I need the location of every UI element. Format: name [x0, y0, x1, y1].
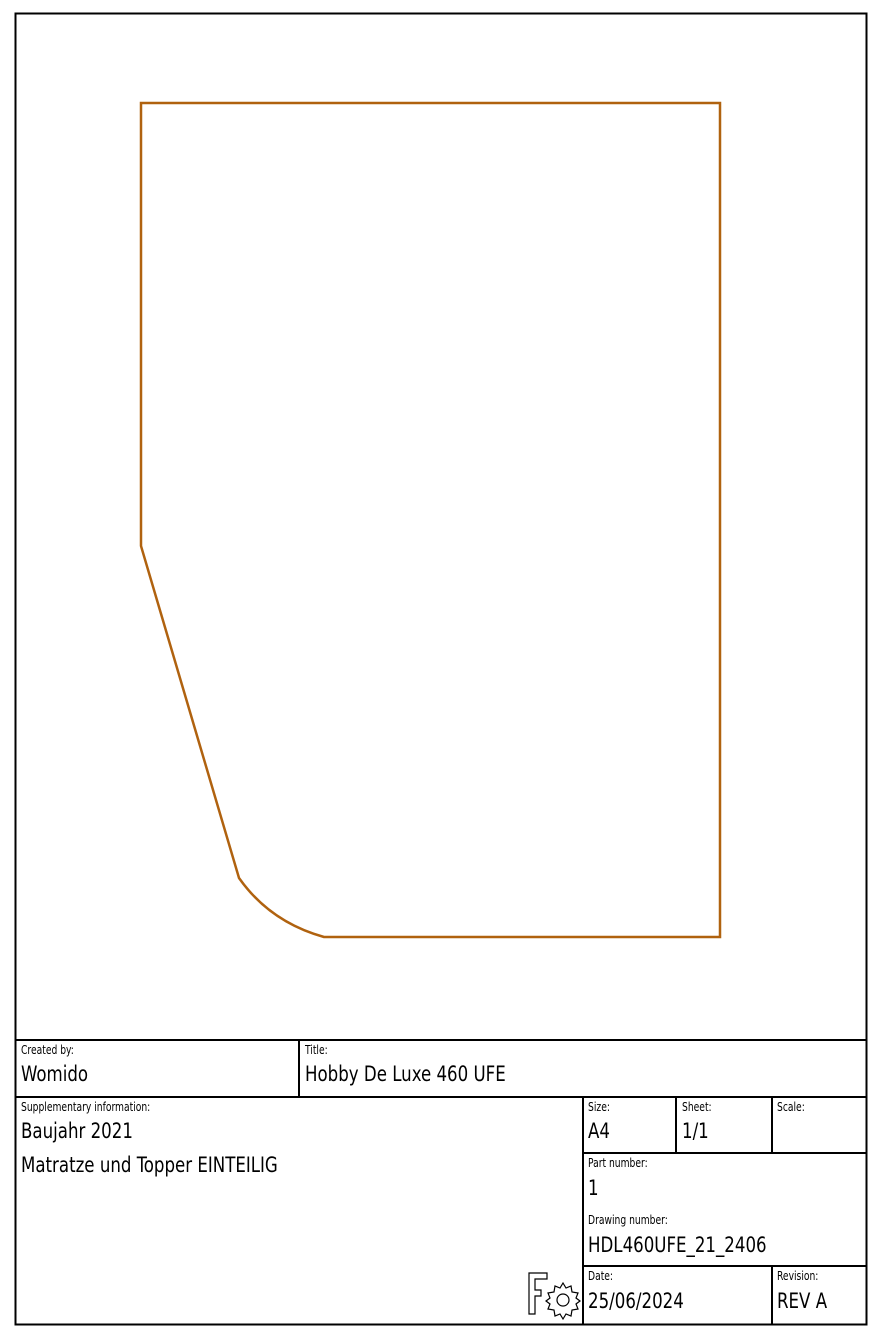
drawing-number-value: HDL460UFE_21_2406 [588, 1233, 767, 1257]
scale-label: Scale: [777, 1100, 805, 1114]
sheet-label: Sheet: [682, 1100, 712, 1114]
part-number-label: Part number: [588, 1156, 648, 1170]
part-number-value: 1 [588, 1176, 599, 1200]
supplementary-line-2: Matratze und Topper EINTEILIG [21, 1153, 278, 1177]
size-value: A4 [588, 1119, 610, 1143]
supplementary-label: Supplementary information: [21, 1100, 151, 1114]
created-by-label: Created by: [21, 1043, 74, 1057]
sheet-frame [14, 12, 868, 1326]
title-label: Title: [305, 1043, 328, 1057]
supplementary-line-1: Baujahr 2021 [21, 1119, 133, 1143]
date-label: Date: [588, 1269, 614, 1283]
part-outline [139, 101, 722, 939]
title-block-grid [15, 1039, 867, 1325]
title-value: Hobby De Luxe 460 UFE [305, 1062, 506, 1086]
size-label: Size: [588, 1100, 610, 1114]
created-by-value: Womido [21, 1062, 89, 1086]
revision-value: REV A [777, 1289, 828, 1313]
revision-label: Revision: [777, 1269, 819, 1283]
date-value: 25/06/2024 [588, 1289, 684, 1313]
freecad-logo [528, 1272, 581, 1321]
drawing-number-label: Drawing number: [588, 1213, 668, 1227]
sheet-value: 1/1 [682, 1119, 709, 1143]
